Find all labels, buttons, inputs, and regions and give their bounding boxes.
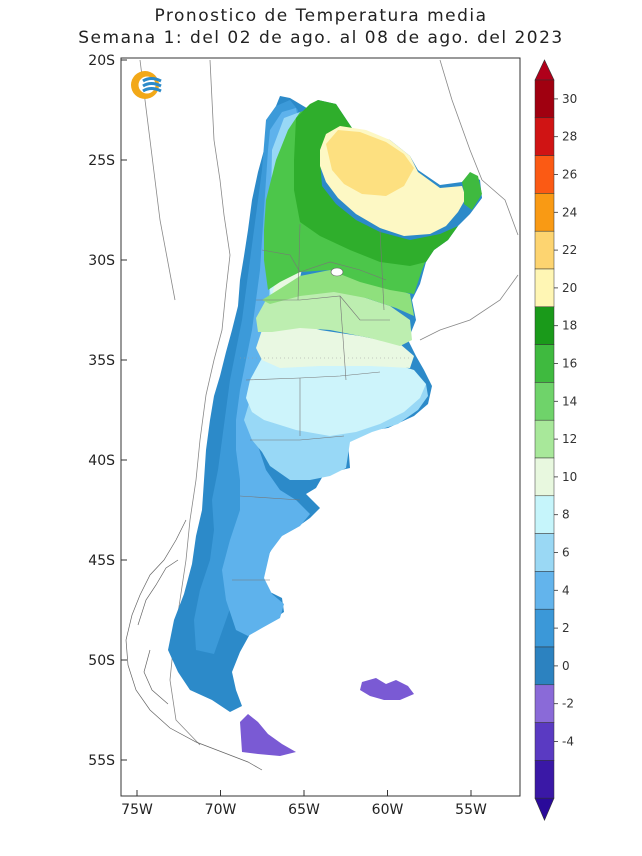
chile-coastline [125,519,263,771]
colorbar-segment [534,457,555,497]
zone-4 [222,108,310,636]
colorbar-segment [534,79,555,119]
latitude-axis: 20S 25S 30S 35S 40S 45S 50S 55S [88,53,127,769]
colorbar-label: 8 [562,508,570,522]
province-borders [232,223,390,581]
colorbar-bottom-arrow [534,797,555,821]
colorbar-segment [534,344,555,383]
zone-16-misiones [462,172,482,210]
lon-tick-label: 60W [372,802,404,818]
colorbar-segment [534,608,555,648]
lat-tick-label: 55S [88,753,115,769]
colorbar-segment [534,760,555,799]
colorbar-label: 18 [562,319,577,333]
colorbar-label: 12 [562,432,577,446]
lat-tick-label: 35S [88,353,115,369]
colorbar-label: 22 [562,243,577,257]
zone-neg2 [240,714,296,756]
longitude-axis: 75W 70W 65W 60W 55W [121,790,487,818]
lat-tick-label: 20S [88,53,115,69]
temperature-zones [168,96,482,756]
colorbar-label: 14 [562,394,577,408]
colorbar-segment [534,382,555,421]
colorbar-segment [534,193,555,232]
colorbar-segment [534,230,555,270]
colorbar-label: 26 [562,168,577,182]
colorbar-segment [534,646,555,686]
colorbar-segment [534,419,555,459]
colorbar-label: 6 [562,546,570,560]
colorbar-segment [534,533,555,572]
colorbar-label: 30 [562,92,577,106]
colorbar-segment [534,117,555,156]
colorbar-label: 0 [562,659,570,673]
lat-tick-label: 50S [88,653,115,669]
zone-14 [262,270,414,316]
colorbar-label: -4 [562,735,574,749]
lake-marker [330,267,344,277]
colorbar-label: 24 [562,205,577,219]
lon-tick-label: 75W [121,802,153,818]
zone-neg2-malvinas [360,678,414,700]
lat-tick-label: 40S [88,453,115,469]
map-subtitle: Semana 1: del 02 de ago. al 08 de ago. d… [78,28,564,48]
colorbar-segment [534,684,555,723]
colorbar-label: 28 [562,130,577,144]
zone-22 [326,130,414,196]
lon-tick-label: 65W [288,802,320,818]
colorbar-top-arrow [534,59,555,81]
colorbar-label: 20 [562,281,577,295]
colorbar-segment [534,155,555,194]
colorbar-label: 4 [562,583,570,597]
zone-12 [256,290,412,346]
colorbar-label: -2 [562,697,574,711]
zone-18 [294,100,458,266]
map-title: Pronostico de Temperatura media [154,6,488,26]
institution-logo [131,71,162,99]
lat-tick-label: 45S [88,553,115,569]
colorbar-segment [534,571,555,610]
colorbar-segment [534,268,555,308]
colorbar-label: 16 [562,357,577,371]
colorbar-segment [534,722,555,761]
lon-tick-label: 55W [455,802,487,818]
lat-tick-label: 30S [88,253,115,269]
colorbar-segment [534,495,555,534]
lat-tick-label: 25S [88,153,115,169]
colorbar-label: 10 [562,470,577,484]
lon-tick-label: 70W [205,802,237,818]
colorbar-segment [534,306,555,345]
colorbar-label: 2 [562,621,570,635]
